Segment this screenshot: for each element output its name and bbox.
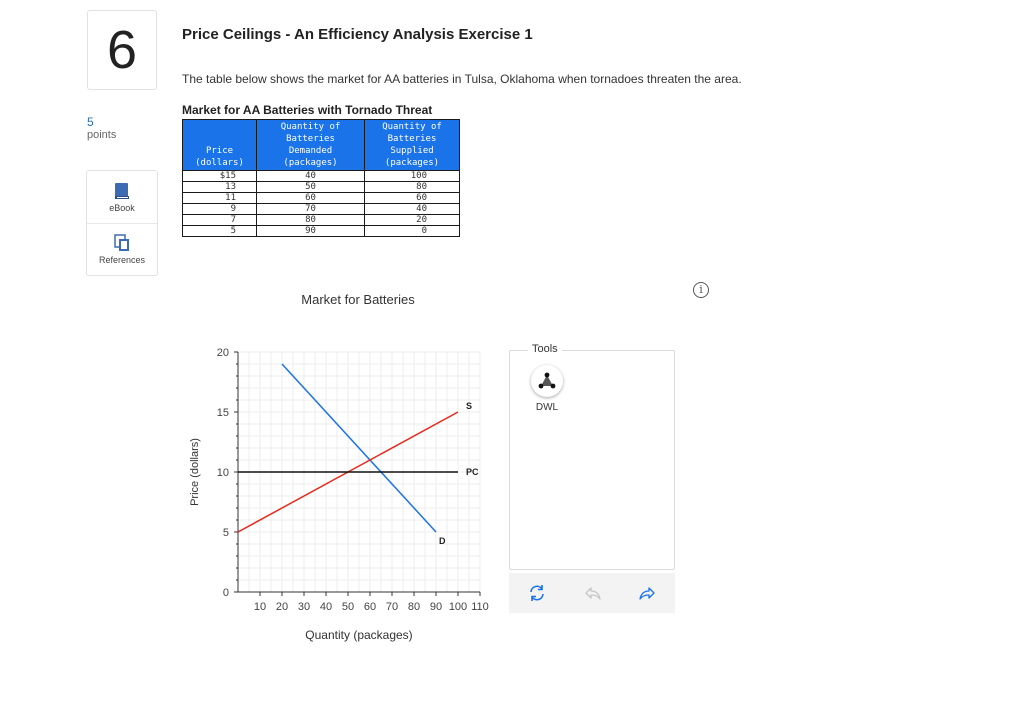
cell-price: 9 <box>182 203 257 215</box>
references-icon <box>114 234 129 251</box>
cell-price: $15 <box>182 170 257 182</box>
x-tick-label: 70 <box>386 601 398 613</box>
x-tick-label: 40 <box>320 601 332 613</box>
cell-supplied: 0 <box>364 225 460 237</box>
header-price: Price (dollars) <box>182 119 257 171</box>
header-supplied-line: Quantity of <box>382 122 442 132</box>
y-tick-label: 10 <box>217 467 229 479</box>
references-label: References <box>98 255 146 265</box>
cell-demanded: 90 <box>256 225 365 237</box>
question-title: Price Ceilings - An Efficiency Analysis … <box>182 26 533 43</box>
x-tick-label: 100 <box>449 601 467 613</box>
header-demanded-line: Batteries <box>286 134 335 144</box>
x-tick-label: 30 <box>298 601 310 613</box>
x-tick-label: 10 <box>254 601 266 613</box>
cell-demanded: 40 <box>256 170 365 182</box>
question-number: 6 <box>87 10 157 90</box>
reset-icon[interactable] <box>527 583 547 603</box>
side-tools-panel: eBook References <box>86 170 158 276</box>
references-button[interactable]: References <box>87 223 157 275</box>
points-info: 5 points <box>87 116 116 142</box>
y-axis-label: Price (dollars) <box>189 438 201 506</box>
header-demanded-line: (packages) <box>283 158 338 168</box>
cell-demanded: 50 <box>256 181 365 193</box>
undo-icon[interactable] <box>583 583 603 603</box>
y-tick-label: 20 <box>217 347 229 359</box>
table-row: $15 40 100 <box>182 170 460 182</box>
header-demanded: Quantity of Batteries Demanded (packages… <box>256 119 365 171</box>
chart-title: Market for Batteries <box>301 292 415 307</box>
curve-label-s: S <box>466 401 472 411</box>
x-tick-label: 50 <box>342 601 354 613</box>
dwl-icon <box>531 365 563 397</box>
header-supplied-line: Supplied <box>390 146 434 156</box>
x-tick-label: 90 <box>430 601 442 613</box>
cell-supplied: 40 <box>364 203 460 215</box>
table-row: 7 80 20 <box>182 214 460 226</box>
y-tick-label: 0 <box>223 587 229 599</box>
curve-label-pc: PC <box>466 467 479 477</box>
cell-demanded: 60 <box>256 192 365 204</box>
tools-panel: Tools DWL <box>509 343 675 570</box>
points-value: 5 <box>87 115 94 129</box>
tools-title: Tools <box>528 343 562 355</box>
cell-supplied: 20 <box>364 214 460 226</box>
action-bar <box>509 573 675 613</box>
cell-price: 7 <box>182 214 257 226</box>
x-tick-label: 20 <box>276 601 288 613</box>
table-row: 5 90 0 <box>182 225 460 237</box>
header-demanded-line: Demanded <box>288 146 333 156</box>
dwl-tool-button[interactable]: DWL <box>529 365 565 413</box>
book-icon <box>115 182 129 199</box>
ebook-label: eBook <box>109 202 135 213</box>
table-row: 9 70 40 <box>182 203 460 215</box>
cell-price: 13 <box>182 181 257 193</box>
header-price-line: Price <box>205 146 234 156</box>
header-supplied-line: (packages) <box>384 158 440 168</box>
cell-demanded: 80 <box>256 214 365 226</box>
x-tick-label: 60 <box>364 601 376 613</box>
table-row: 13 50 80 <box>182 181 460 193</box>
ebook-button[interactable]: eBook <box>87 171 157 223</box>
cell-supplied: 100 <box>364 170 460 182</box>
cell-price: 5 <box>182 225 257 237</box>
x-tick-label: 110 <box>471 601 489 613</box>
market-table: Price (dollars) Quantity of Batteries De… <box>182 119 460 237</box>
redo-icon[interactable] <box>637 583 657 603</box>
cell-supplied: 60 <box>364 192 460 204</box>
header-supplied-line: Batteries <box>387 134 437 144</box>
info-icon[interactable]: i <box>693 282 709 298</box>
cell-demanded: 70 <box>256 203 365 215</box>
curve-d[interactable] <box>281 363 437 533</box>
table-row: 11 60 60 <box>182 192 460 204</box>
table-title: Market for AA Batteries with Tornado Thr… <box>182 103 433 117</box>
question-intro: The table below shows the market for AA … <box>182 72 742 86</box>
header-supplied: Quantity of Batteries Supplied (packages… <box>364 119 460 171</box>
dwl-label: DWL <box>535 402 559 413</box>
cell-price: 11 <box>182 192 257 204</box>
x-tick-label: 80 <box>408 601 420 613</box>
header-demanded-line: Quantity of <box>280 122 341 132</box>
table-header-row: Price (dollars) Quantity of Batteries De… <box>182 119 460 171</box>
header-price-line: (dollars) <box>195 158 244 168</box>
y-tick-label: 15 <box>217 407 229 419</box>
curve-label-d: D <box>439 536 446 546</box>
y-tick-label: 5 <box>223 527 229 539</box>
market-chart[interactable]: Market for Batteries 0 5 10 15 20 10 20 30 40 50 60… <box>180 285 500 655</box>
points-label: points <box>87 129 117 141</box>
x-axis-label: Quantity (packages) <box>305 628 412 642</box>
cell-supplied: 80 <box>364 181 460 193</box>
